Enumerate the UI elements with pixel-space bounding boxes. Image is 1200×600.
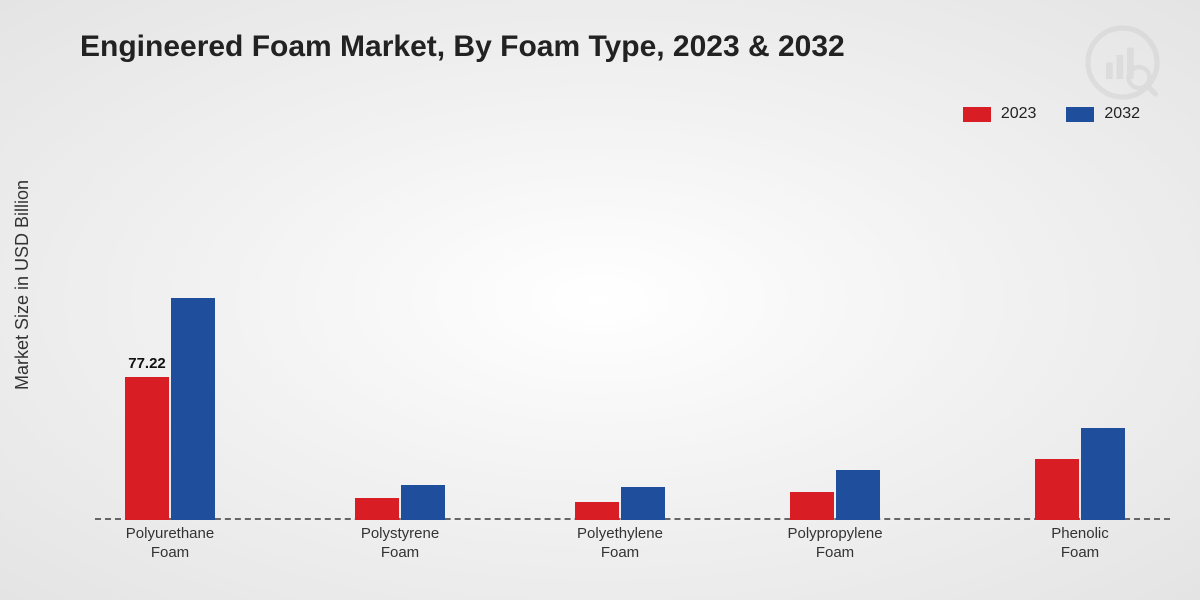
bar-group (575, 487, 665, 520)
watermark-logo-icon (1085, 25, 1160, 100)
bar (1081, 428, 1125, 521)
bar (401, 485, 445, 520)
category-label: PolyethyleneFoam (545, 525, 695, 563)
x-axis-labels: PolyurethaneFoam PolystyreneFoam Polyethyl… (95, 525, 1170, 575)
category-label: PolystyreneFoam (325, 525, 475, 563)
legend: 2023 2032 (963, 105, 1140, 123)
bar (575, 502, 619, 521)
legend-item-2023: 2023 (963, 105, 1037, 123)
plot-area: 77.22 (95, 150, 1170, 520)
bar (1035, 459, 1079, 520)
chart-title: Engineered Foam Market, By Foam Type, 20… (80, 30, 845, 64)
bar (171, 298, 215, 520)
bar-group (355, 485, 445, 520)
legend-swatch-2023 (963, 107, 991, 122)
category-label: PolyurethaneFoam (95, 525, 245, 563)
bar-group (1035, 428, 1125, 521)
legend-label-2032: 2032 (1104, 105, 1140, 123)
legend-label-2023: 2023 (1001, 105, 1037, 123)
legend-item-2032: 2032 (1066, 105, 1140, 123)
chart-canvas: Engineered Foam Market, By Foam Type, 20… (0, 0, 1200, 600)
bar-group: 77.22 (125, 298, 215, 520)
bar (790, 492, 834, 520)
legend-swatch-2032 (1066, 107, 1094, 122)
bar (355, 498, 399, 520)
bar-group (790, 470, 880, 520)
bar (621, 487, 665, 520)
y-axis-label: Market Size in USD Billion (12, 180, 33, 390)
bar (836, 470, 880, 520)
category-label: PolypropyleneFoam (760, 525, 910, 563)
bar-value-label: 77.22 (128, 355, 166, 372)
category-label: PhenolicFoam (1005, 525, 1155, 563)
bar: 77.22 (125, 377, 169, 520)
